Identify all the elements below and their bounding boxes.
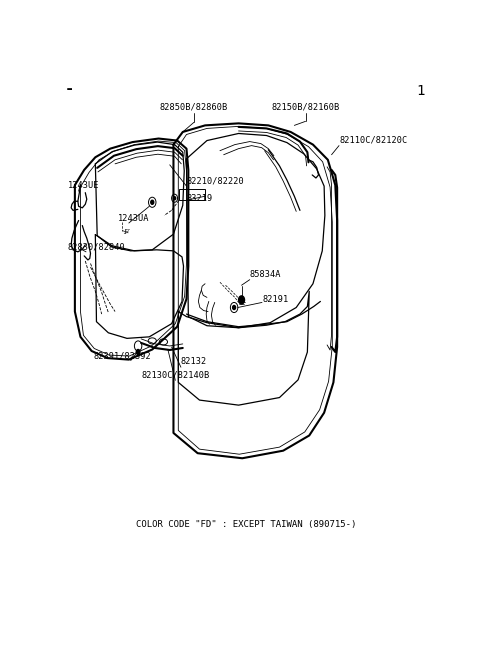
Circle shape <box>151 200 154 204</box>
Text: -: - <box>64 81 73 97</box>
Circle shape <box>136 350 140 355</box>
Text: 82150B/82160B: 82150B/82160B <box>271 102 340 112</box>
Text: F: F <box>123 228 129 236</box>
Circle shape <box>233 306 236 309</box>
Text: 82110C/82120C: 82110C/82120C <box>339 135 407 145</box>
Text: 82130C/82140B: 82130C/82140B <box>141 371 209 379</box>
Circle shape <box>239 296 244 304</box>
Text: 1243UA: 1243UA <box>118 214 149 223</box>
Text: 82210/82220: 82210/82220 <box>186 176 244 185</box>
Text: 1243UE: 1243UE <box>67 181 99 190</box>
Text: 82830/82840: 82830/82840 <box>67 243 125 252</box>
Text: 82850B/82860B: 82850B/82860B <box>160 102 228 112</box>
Text: 83219: 83219 <box>186 194 213 203</box>
Text: COLOR CODE "FD" : EXCEPT TAIWAN (890715-): COLOR CODE "FD" : EXCEPT TAIWAN (890715-… <box>136 520 356 529</box>
Text: 82191: 82191 <box>263 295 289 304</box>
Text: 1: 1 <box>416 84 425 98</box>
Circle shape <box>173 196 176 200</box>
Text: 82132: 82132 <box>181 357 207 366</box>
Text: 85834A: 85834A <box>250 269 281 279</box>
Text: 82391/82392: 82391/82392 <box>94 351 151 361</box>
